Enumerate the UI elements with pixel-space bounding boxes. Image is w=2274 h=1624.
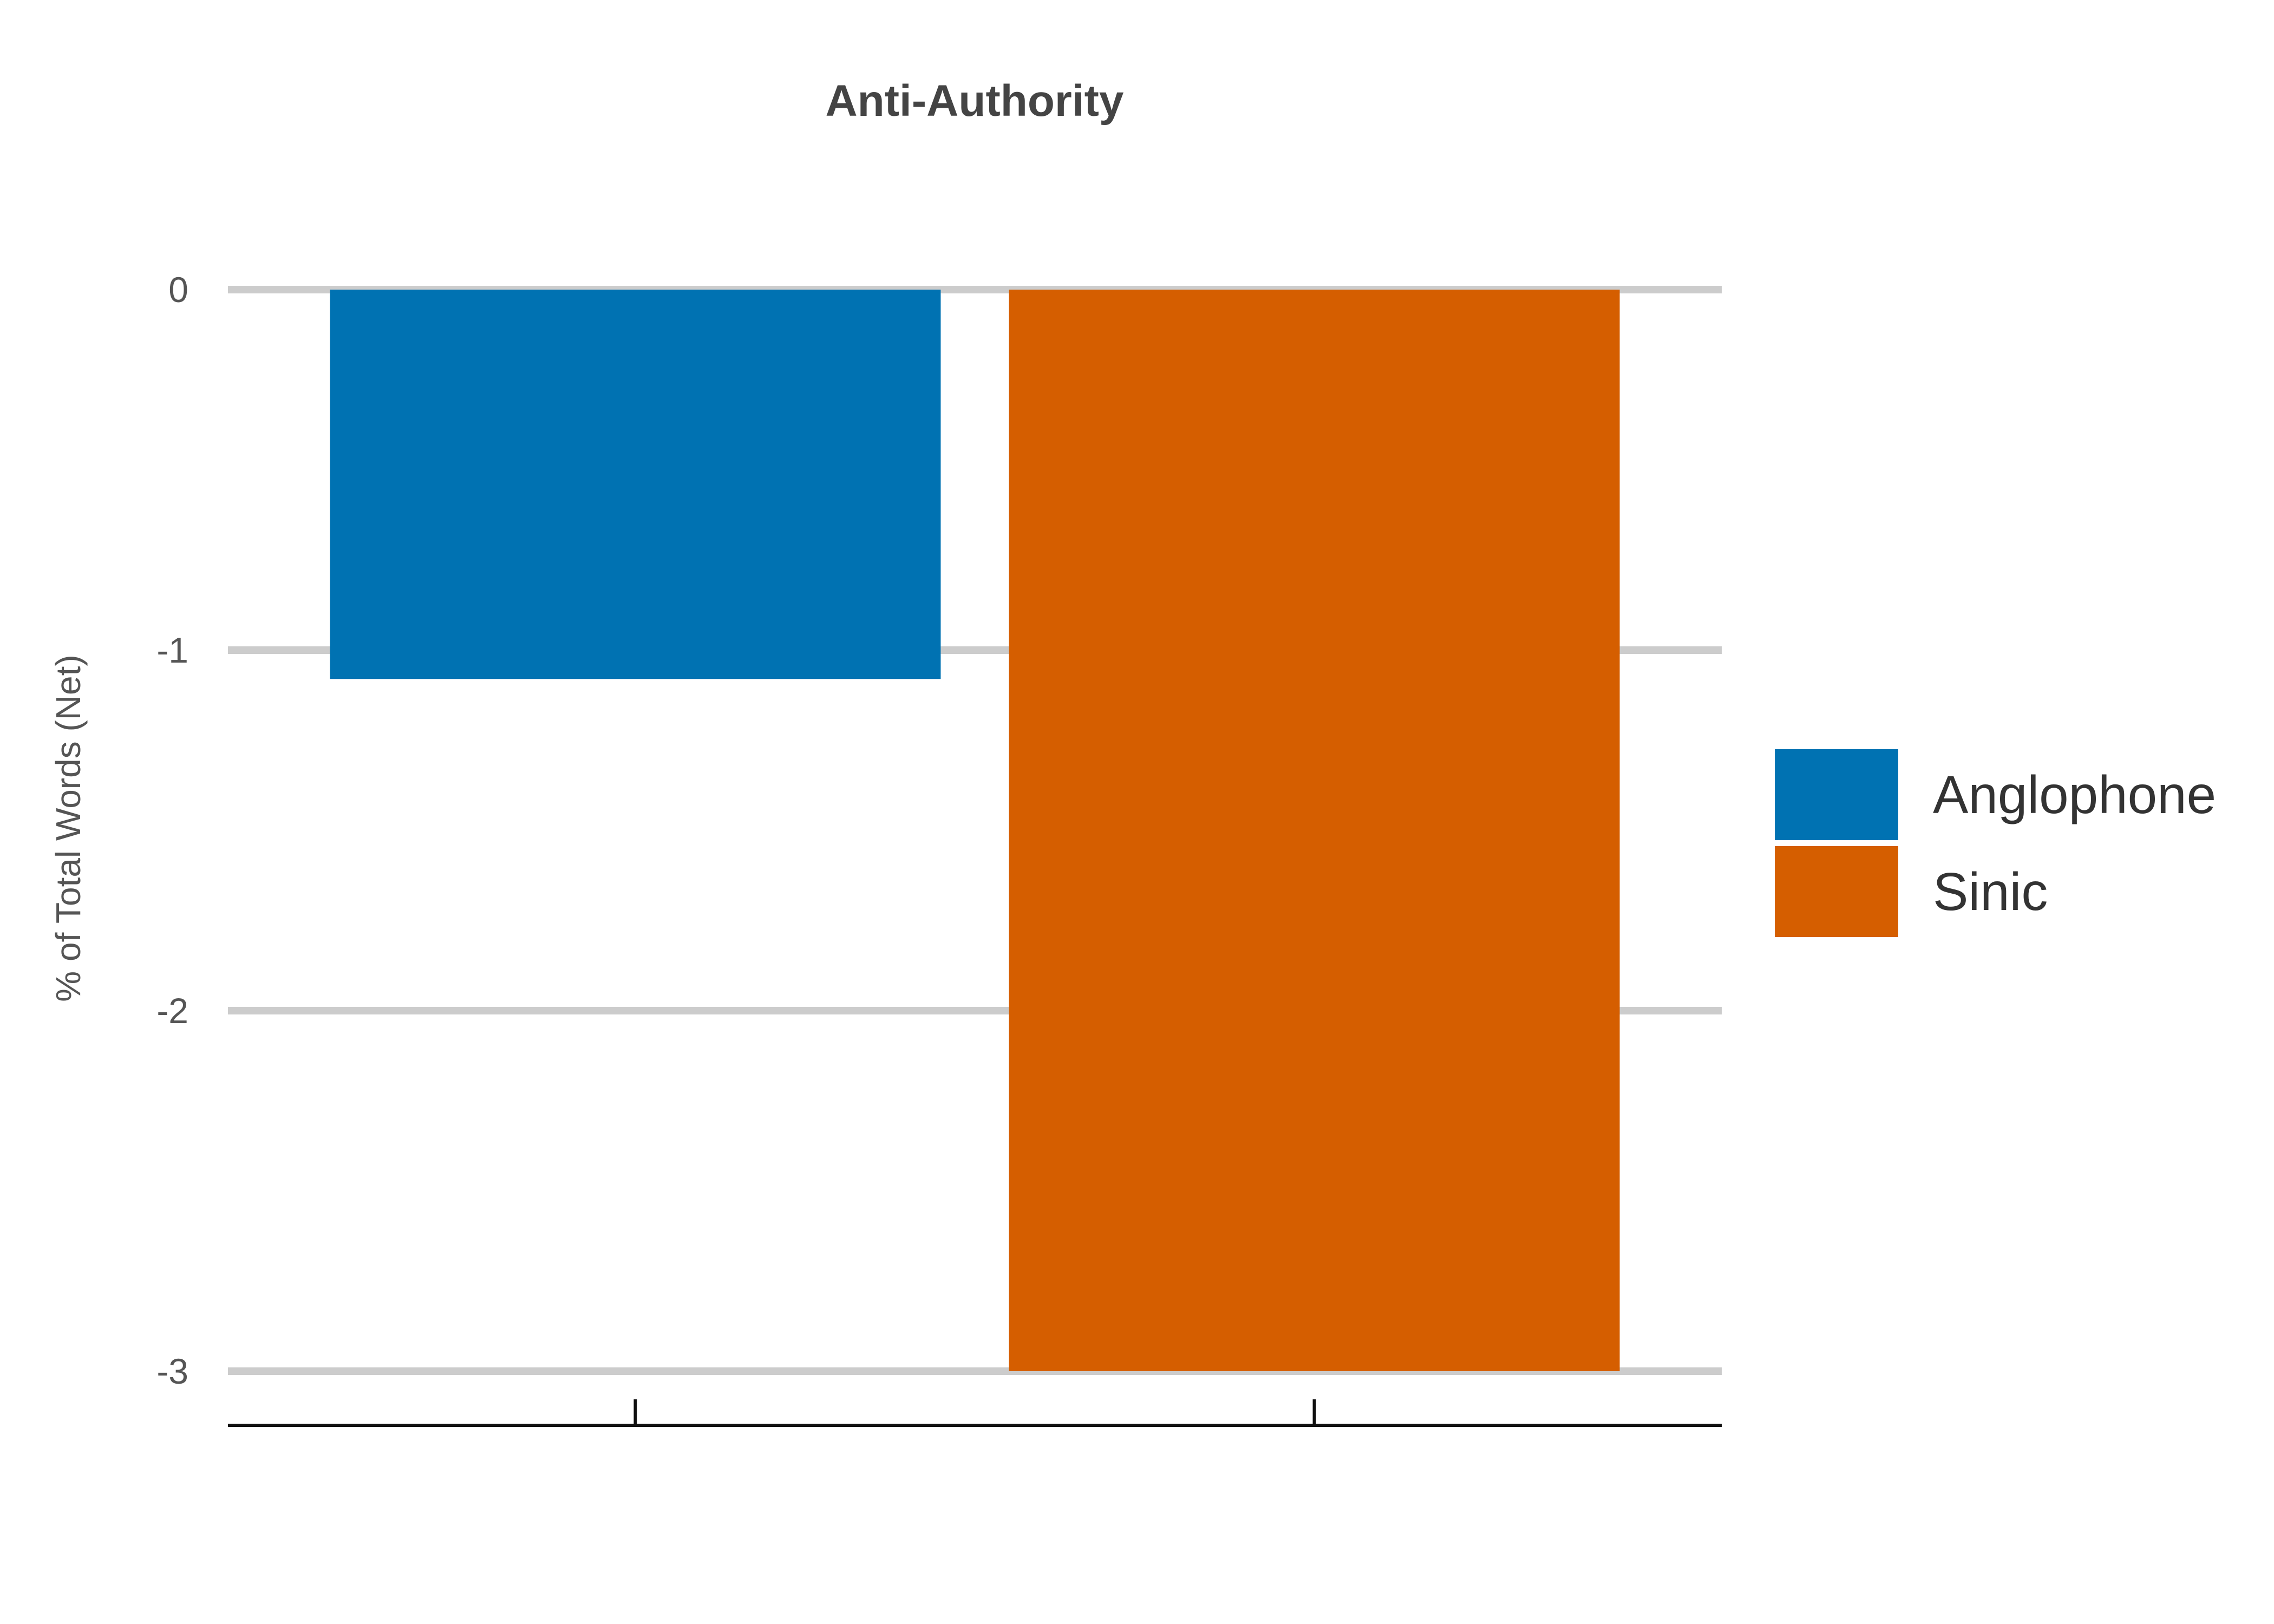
chart-title: Anti-Authority: [825, 76, 1123, 126]
y-axis-label: % of Total Words (Net): [49, 654, 88, 1001]
bars: [330, 290, 1620, 1371]
bar-anglophone: [330, 290, 941, 679]
bar-sinic: [1009, 290, 1620, 1371]
legend-label-sinic: Sinic: [1933, 862, 2048, 921]
legend-label-anglophone: Anglophone: [1933, 765, 2216, 824]
y-tick-label: -1: [156, 630, 188, 670]
y-tick-label: -2: [156, 991, 188, 1031]
y-tick-label: 0: [168, 270, 188, 310]
y-tick-label: -3: [156, 1351, 188, 1391]
x-axis: [228, 1399, 1722, 1427]
legend-swatch-anglophone: [1775, 749, 1898, 840]
y-tick-labels: 0 -1 -2 -3: [156, 270, 188, 1391]
legend-swatch-sinic: [1775, 846, 1898, 937]
legend: Anglophone Sinic: [1775, 749, 2216, 937]
